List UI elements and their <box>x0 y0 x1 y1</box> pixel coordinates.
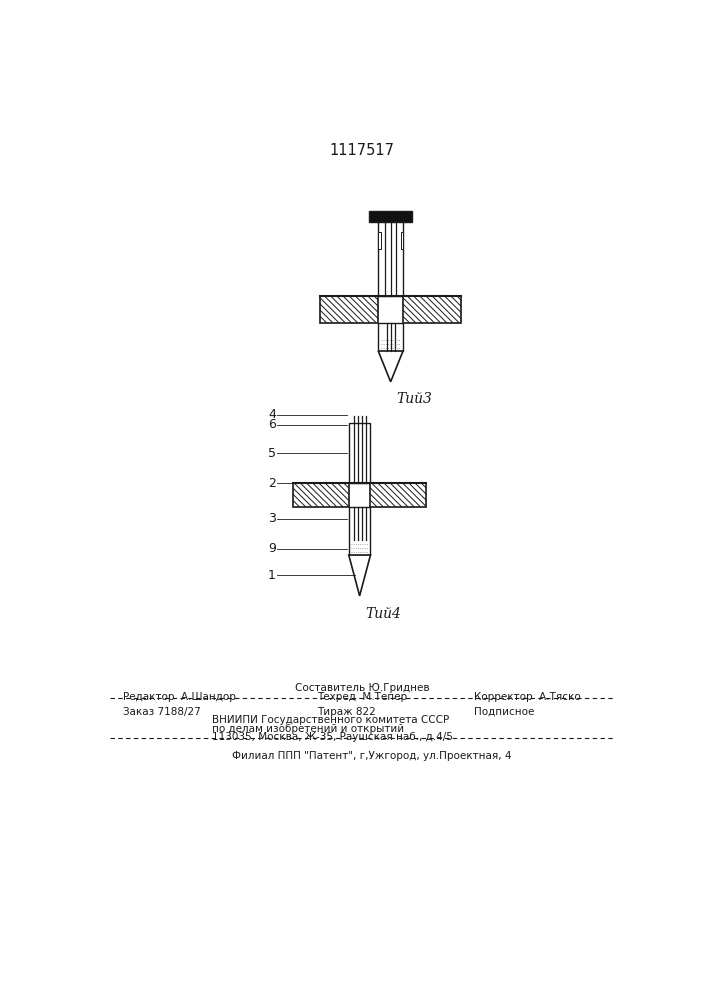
Bar <box>370 483 426 507</box>
Text: 1117517: 1117517 <box>329 143 395 158</box>
Text: 1: 1 <box>268 569 276 582</box>
Text: 9: 9 <box>268 542 276 555</box>
Text: Τий3: Τий3 <box>397 392 433 406</box>
Polygon shape <box>349 555 370 596</box>
Bar <box>378 323 403 351</box>
Text: Составитель Ю.Гриднев: Составитель Ю.Гриднев <box>295 683 429 693</box>
Text: 113035, Москва, Ж-35, Раушская наб., д.4/5: 113035, Москва, Ж-35, Раушская наб., д.4… <box>212 732 453 742</box>
Polygon shape <box>378 351 403 382</box>
Bar <box>349 507 370 555</box>
Text: 3: 3 <box>268 512 276 525</box>
Bar <box>378 232 380 249</box>
Text: Корректор  А.Тяско: Корректор А.Тяско <box>474 692 581 702</box>
Text: Тираж 822: Тираж 822 <box>317 707 375 717</box>
Text: 6: 6 <box>268 418 276 431</box>
Bar <box>403 296 461 323</box>
Bar <box>293 483 349 507</box>
Bar <box>401 232 403 249</box>
Text: Филиал ППП "Патент", г,Ужгород, ул.Проектная, 4: Филиал ППП "Патент", г,Ужгород, ул.Проек… <box>232 751 511 761</box>
Text: Подписное: Подписное <box>474 707 534 717</box>
Text: 4: 4 <box>268 408 276 421</box>
Bar <box>320 296 378 323</box>
Text: ВНИИПИ Государственного комитета СССР: ВНИИПИ Государственного комитета СССР <box>212 715 450 725</box>
Bar <box>293 483 349 507</box>
Text: по делам изобретений и открытий: по делам изобретений и открытий <box>212 724 404 734</box>
Text: Заказ 7188/27: Заказ 7188/27 <box>123 707 201 717</box>
Text: Техред  М.Тепер: Техред М.Тепер <box>317 692 407 702</box>
Bar <box>369 211 412 222</box>
Text: Τий4: Τий4 <box>366 607 402 621</box>
Text: 5: 5 <box>268 447 276 460</box>
Text: Редактор  А.Шандор: Редактор А.Шандор <box>123 692 236 702</box>
Bar <box>349 423 370 483</box>
Bar <box>370 483 426 507</box>
Bar <box>403 296 461 323</box>
Bar <box>378 222 403 296</box>
Bar <box>320 296 378 323</box>
Text: 2: 2 <box>268 477 276 490</box>
